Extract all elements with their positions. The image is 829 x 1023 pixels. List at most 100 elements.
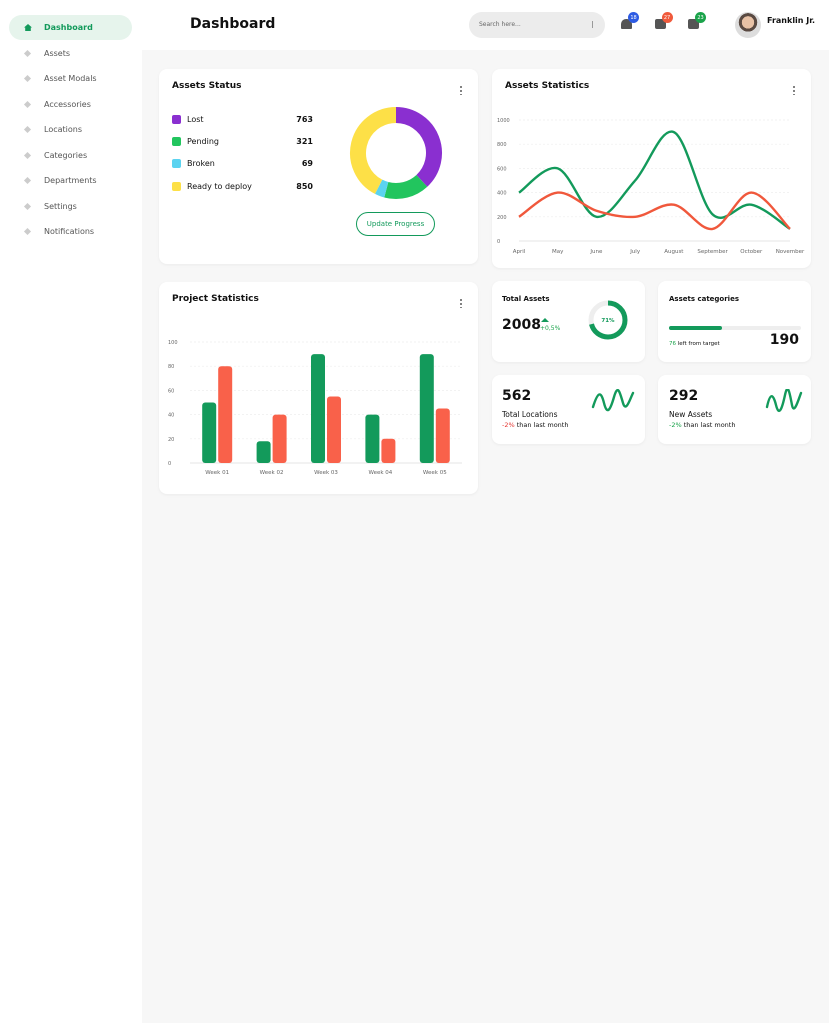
nav-label: Accessories: [44, 99, 91, 109]
x-tick-label: July: [629, 249, 641, 255]
donut-segment: [384, 174, 428, 199]
legend-swatch: [172, 181, 181, 191]
card-title: Project Statistics: [172, 294, 259, 304]
legend-swatch: [172, 137, 181, 147]
ring-label: 71%: [601, 318, 615, 324]
search-icon: [592, 21, 593, 28]
nav-item[interactable]: Asset Modals: [9, 66, 132, 91]
line-series: [518, 191, 791, 231]
header-icon[interactable]: [621, 19, 632, 29]
nav-label: Notifications: [44, 227, 95, 236]
sparkline: [591, 389, 635, 412]
donut-chart: [350, 107, 442, 199]
nav-item[interactable]: Dashboard: [9, 15, 132, 40]
value: 562: [502, 388, 532, 404]
badge: 23: [695, 12, 706, 23]
x-tick-label: Week 02: [260, 470, 284, 476]
y-tick-label: 60: [168, 388, 174, 394]
legend-value: 763: [296, 115, 313, 124]
header-icon[interactable]: [688, 19, 699, 29]
value: 2008: [502, 317, 541, 333]
progress-ring: 71%: [588, 300, 628, 340]
menu[interactable]: [460, 85, 462, 95]
bar: [327, 396, 341, 463]
change: -2%: [669, 421, 682, 429]
x-tick-label: Week 01: [205, 470, 229, 476]
card-title: Assets categories: [669, 295, 739, 303]
nav-item[interactable]: Assets: [9, 41, 132, 66]
y-tick-label: 0: [497, 239, 500, 245]
card-title: Assets Status: [172, 81, 242, 91]
label: New Assets: [669, 410, 713, 419]
up-arrow: [541, 318, 549, 322]
avatar[interactable]: [735, 12, 761, 38]
search-placeholder: Search here...: [479, 21, 521, 28]
nav-item[interactable]: Settings: [9, 194, 132, 219]
nav-item[interactable]: Categories: [9, 143, 132, 168]
y-tick-label: 40: [168, 413, 174, 419]
donut-segment: [395, 107, 442, 187]
progress-track: [669, 326, 801, 330]
nav-item[interactable]: Locations: [9, 117, 132, 142]
label: Total Locations: [502, 410, 558, 419]
y-tick-label: 1000: [497, 118, 510, 124]
nav-icon: [23, 74, 32, 83]
nav-icon: [23, 151, 32, 159]
bar: [365, 414, 380, 463]
legend-label: Ready to deploy: [187, 181, 252, 191]
badge: 27: [661, 12, 673, 23]
update-button[interactable]: Update Progress: [356, 212, 435, 236]
change: -2%: [502, 421, 515, 429]
menu[interactable]: [793, 85, 795, 95]
bar: [311, 354, 325, 463]
x-tick-label: November: [776, 249, 805, 255]
legend-swatch: [172, 115, 181, 124]
nav-icon: [23, 100, 32, 108]
remaining: 76: [669, 341, 676, 347]
note: than last month: [516, 421, 569, 429]
bar: [381, 438, 396, 463]
y-tick-label: 600: [497, 166, 507, 172]
x-tick-label: Week 03: [314, 470, 338, 476]
x-tick-label: April: [513, 249, 526, 255]
legend-label: Pending: [187, 137, 219, 147]
user-name[interactable]: Franklin Jr.: [767, 16, 816, 25]
search-box[interactable]: Search here...: [469, 12, 605, 38]
nav-item[interactable]: Notifications: [9, 219, 132, 244]
nav-label: Departments: [44, 176, 97, 185]
progress-fill: [669, 326, 722, 330]
legend-value: 850: [296, 181, 313, 191]
legend-swatch: [172, 159, 181, 169]
legend-value: 321: [296, 137, 313, 147]
nav-icon: [23, 125, 32, 134]
bar: [218, 366, 233, 463]
ring-value: [588, 300, 628, 340]
assets-status-card: Assets Status Update Progress Lost 763 Pen…: [159, 69, 478, 264]
nav-icon: [24, 24, 32, 31]
project-statistics-card: Project Statistics 0 20 40 60 80 100 Week 01 We…: [159, 282, 478, 494]
legend-label: Lost: [187, 115, 204, 124]
y-tick-label: 200: [497, 215, 507, 221]
y-tick-label: 80: [168, 364, 174, 370]
y-tick-label: 100: [168, 340, 178, 346]
nav-label: Locations: [44, 125, 83, 134]
x-tick-label: June: [589, 249, 603, 255]
nav-item[interactable]: Departments: [9, 168, 132, 193]
badge: 18: [628, 12, 639, 23]
x-tick-label: Week 04: [368, 470, 392, 476]
menu[interactable]: [460, 298, 462, 308]
nav-label: Categories: [44, 150, 88, 160]
sparkline: [765, 389, 803, 413]
total-locations-card: 562 Total Locations -2% than last month: [492, 375, 645, 444]
header-icon[interactable]: [654, 19, 666, 29]
new-assets-card: 292 New Assets -2% than last month: [658, 375, 811, 444]
y-tick-label: 800: [497, 142, 507, 148]
y-tick-label: 20: [168, 437, 174, 443]
nav-icon: [23, 49, 32, 57]
x-tick-label: August: [664, 249, 684, 255]
nav-item[interactable]: Accessories: [9, 92, 132, 117]
sidebar: Dashboard Assets Asset Modals Accessories Lo…: [0, 0, 142, 1023]
bar: [435, 408, 450, 463]
legend-value: 69: [301, 159, 313, 169]
